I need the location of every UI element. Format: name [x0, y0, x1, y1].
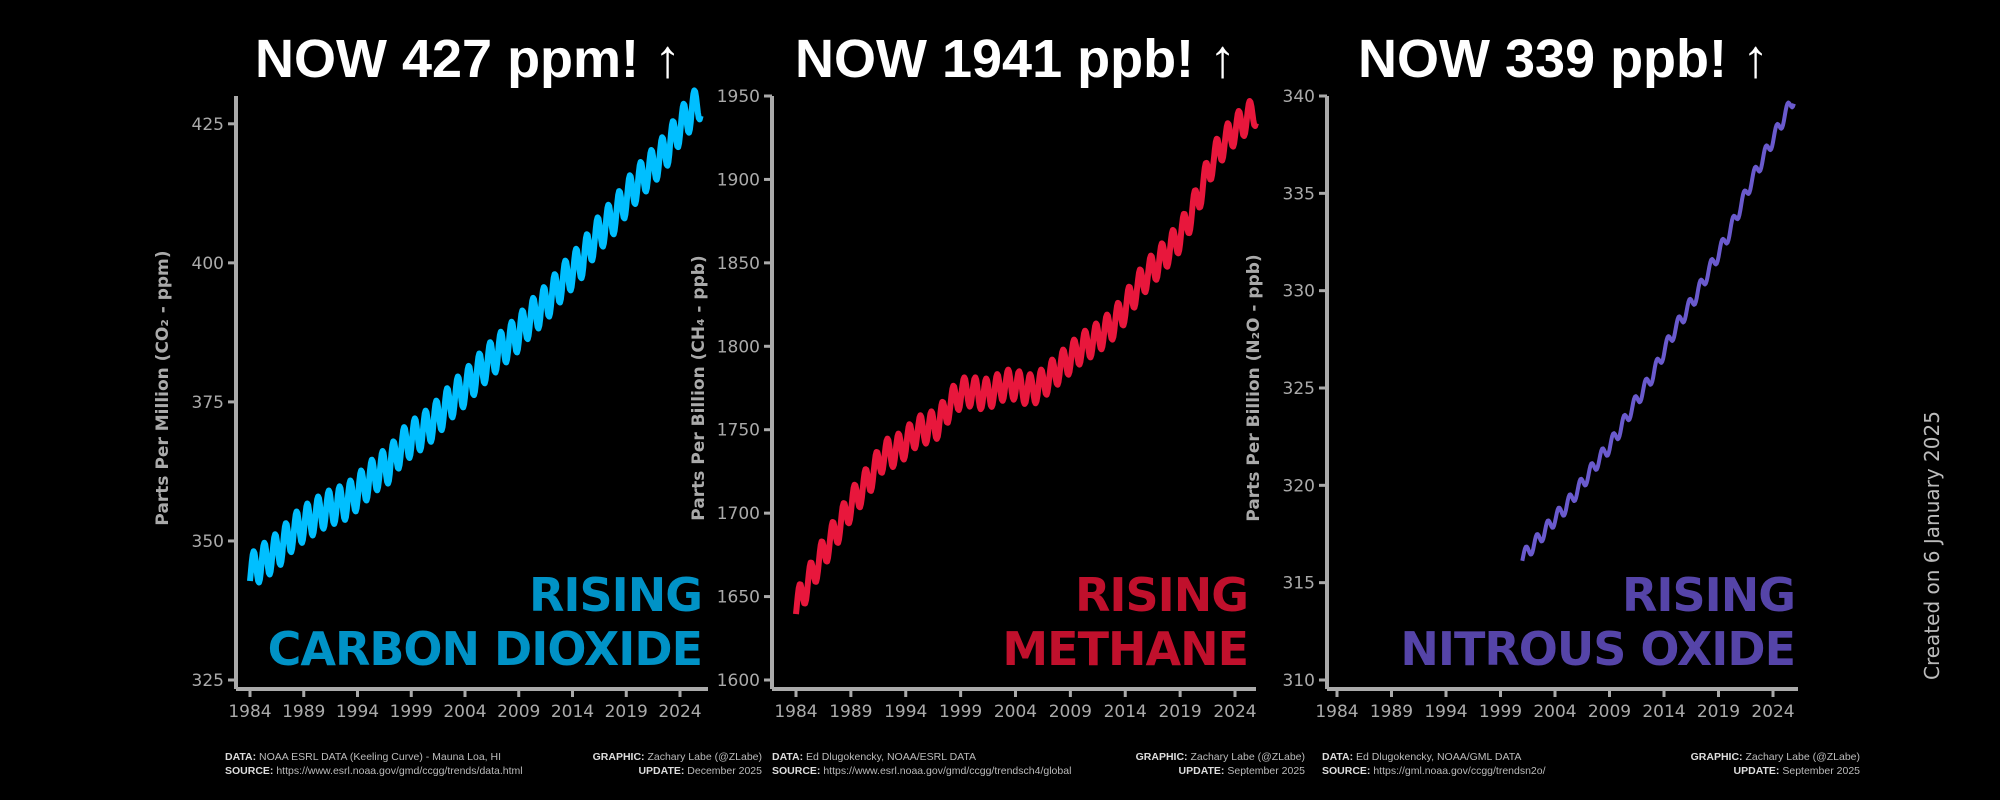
methane-y-tick-label: 1750 — [717, 421, 760, 441]
methane-x-tick-label: 2009 — [1049, 702, 1092, 722]
co2-series-line — [247, 87, 704, 586]
data-line: DATA: Ed Dlugokencky, NOAA/ESRL DATA — [772, 751, 977, 763]
methane-x-tick-label: 1989 — [829, 702, 872, 722]
methane-y-tick-label: 1850 — [717, 254, 760, 274]
nitrous-oxide-series-line — [1520, 100, 1796, 562]
update-line: UPDATE: December 2025 — [638, 765, 762, 777]
graphic-credit: Zachary Labe (@ZLabe) — [1745, 751, 1860, 763]
methane-y-tick-label: 1900 — [717, 170, 760, 190]
methane-x-tick-label: 1984 — [774, 702, 817, 722]
rising-label-line: METHANE — [1002, 622, 1249, 676]
source-link[interactable]: https://gml.noaa.gov/ccgg/trendsn2o/ — [1373, 765, 1546, 777]
graphic-credit: Zachary Labe (@ZLabe) — [647, 751, 762, 763]
rising-label-line: RISING — [1074, 568, 1249, 622]
data-line: DATA: Ed Dlugokencky, NOAA/GML DATA — [1322, 751, 1522, 763]
rising-label-line: RISING — [528, 568, 703, 622]
co2-y-axis-label: Parts Per Million (CO₂ - ppm) — [153, 250, 173, 525]
rising-label-line: RISING — [1621, 568, 1796, 622]
nitrous-oxide-x-tick-label: 2009 — [1588, 702, 1631, 722]
methane-y-tick-label: 1950 — [717, 87, 760, 107]
data-credit: Ed Dlugokencky, NOAA/ESRL DATA — [806, 751, 977, 763]
rising-label-line: CARBON DIOXIDE — [267, 622, 703, 676]
data-credit: Ed Dlugokencky, NOAA/GML DATA — [1356, 751, 1522, 763]
methane-y-tick-label: 1800 — [717, 337, 760, 357]
update-date: December 2025 — [687, 765, 762, 777]
source-link[interactable]: https://www.esrl.noaa.gov/gmd/ccgg/trend… — [823, 765, 1072, 777]
update-line: UPDATE: September 2025 — [1178, 765, 1305, 777]
methane-y-axis-label: Parts Per Billion (CH₄ - ppb) — [689, 255, 709, 520]
nitrous-oxide-x-tick-label: 2019 — [1697, 702, 1740, 722]
created-date: Created on 6 January 2025 — [1920, 411, 1944, 680]
nitrous-oxide-x-tick-label: 2004 — [1533, 702, 1576, 722]
nitrous-oxide-y-tick-label: 315 — [1283, 574, 1315, 594]
methane-x-tick-label: 2014 — [1104, 702, 1147, 722]
co2-x-tick-label: 1994 — [336, 702, 379, 722]
nitrous-oxide-y-tick-label: 335 — [1283, 184, 1315, 204]
data-line: DATA: NOAA ESRL DATA (Keeling Curve) - M… — [225, 751, 502, 763]
co2-y-tick-label: 375 — [192, 393, 224, 413]
methane-y-tick-label: 1650 — [717, 588, 760, 608]
nitrous-oxide-x-tick-label: 1999 — [1479, 702, 1522, 722]
nitrous-oxide-credits: DATA: Ed Dlugokencky, NOAA/GML DATA GRAP… — [1322, 750, 1860, 778]
nitrous-oxide-rising-label: RISING NITROUS OXIDE — [1400, 568, 1796, 676]
graphic-line: GRAPHIC: Zachary Labe (@ZLabe) — [592, 751, 762, 763]
co2-y-tick-label: 425 — [192, 115, 224, 135]
data-credit: NOAA ESRL DATA (Keeling Curve) - Mauna L… — [259, 751, 502, 763]
rising-label-line: NITROUS OXIDE — [1400, 622, 1796, 676]
co2-y-tick-label: 400 — [192, 254, 224, 274]
nitrous-oxide-y-tick-label: 325 — [1283, 379, 1315, 399]
co2-x-tick-label: 2004 — [443, 702, 486, 722]
methane-x-tick-label: 2019 — [1158, 702, 1201, 722]
co2-x-tick-label: 1989 — [282, 702, 325, 722]
methane-rising-label: RISING METHANE — [1002, 568, 1249, 676]
graphic-credit: Zachary Labe (@ZLabe) — [1190, 751, 1305, 763]
source-line: SOURCE: https://www.esrl.noaa.gov/gmd/cc… — [772, 765, 1072, 777]
methane-series-line — [793, 98, 1259, 615]
methane-x-tick-label: 1994 — [884, 702, 927, 722]
nitrous-oxide-y-tick-label: 330 — [1283, 282, 1315, 302]
methane-headline: NOW 1941 ppb! ↑ — [795, 29, 1237, 89]
source-line: SOURCE: https://www.esrl.noaa.gov/gmd/cc… — [225, 765, 523, 777]
methane-y-tick-label: 1700 — [717, 504, 760, 524]
source-link[interactable]: https://www.esrl.noaa.gov/gmd/ccgg/trend… — [276, 765, 523, 777]
source-line: SOURCE: https://gml.noaa.gov/ccgg/trends… — [1322, 765, 1546, 777]
co2-x-tick-label: 2009 — [497, 702, 540, 722]
co2-x-tick-label: 2014 — [551, 702, 594, 722]
methane-x-tick-label: 1999 — [939, 702, 982, 722]
methane-credits: DATA: Ed Dlugokencky, NOAA/ESRL DATA GRA… — [772, 750, 1305, 778]
nitrous-oxide-x-tick-label: 2014 — [1642, 702, 1685, 722]
update-date: September 2025 — [1782, 765, 1860, 777]
update-date: September 2025 — [1227, 765, 1305, 777]
nitrous-oxide-y-tick-label: 340 — [1283, 87, 1315, 107]
graphic-line: GRAPHIC: Zachary Labe (@ZLabe) — [1135, 751, 1305, 763]
nitrous-oxide-x-tick-label: 2024 — [1751, 702, 1794, 722]
co2-headline: NOW 427 ppm! ↑ — [255, 29, 682, 89]
nitrous-oxide-x-tick-label: 1989 — [1370, 702, 1413, 722]
update-line: UPDATE: September 2025 — [1733, 765, 1860, 777]
methane-y-tick-label: 1600 — [717, 671, 760, 691]
nitrous-oxide-x-tick-label: 1994 — [1424, 702, 1467, 722]
nitrous-oxide-y-tick-label: 310 — [1283, 671, 1315, 691]
nitrous-oxide-headline: NOW 339 ppb! ↑ — [1358, 29, 1770, 89]
co2-y-tick-label: 325 — [192, 671, 224, 691]
co2-x-tick-label: 2024 — [658, 702, 701, 722]
co2-x-tick-label: 1999 — [390, 702, 433, 722]
co2-x-tick-label: 1984 — [228, 702, 271, 722]
co2-y-tick-label: 350 — [192, 532, 224, 552]
graphic-line: GRAPHIC: Zachary Labe (@ZLabe) — [1690, 751, 1860, 763]
nitrous-oxide-y-tick-label: 320 — [1283, 476, 1315, 496]
co2-x-tick-label: 2019 — [605, 702, 648, 722]
methane-x-tick-label: 2004 — [994, 702, 1037, 722]
nitrous-oxide-y-axis-label: Parts Per Billion (N₂O - ppb) — [1244, 254, 1264, 521]
co2-rising-label: RISING CARBON DIOXIDE — [267, 568, 703, 676]
co2-credits: DATA: NOAA ESRL DATA (Keeling Curve) - M… — [225, 750, 762, 778]
nitrous-oxide-x-tick-label: 1984 — [1315, 702, 1358, 722]
methane-x-tick-label: 2024 — [1213, 702, 1256, 722]
